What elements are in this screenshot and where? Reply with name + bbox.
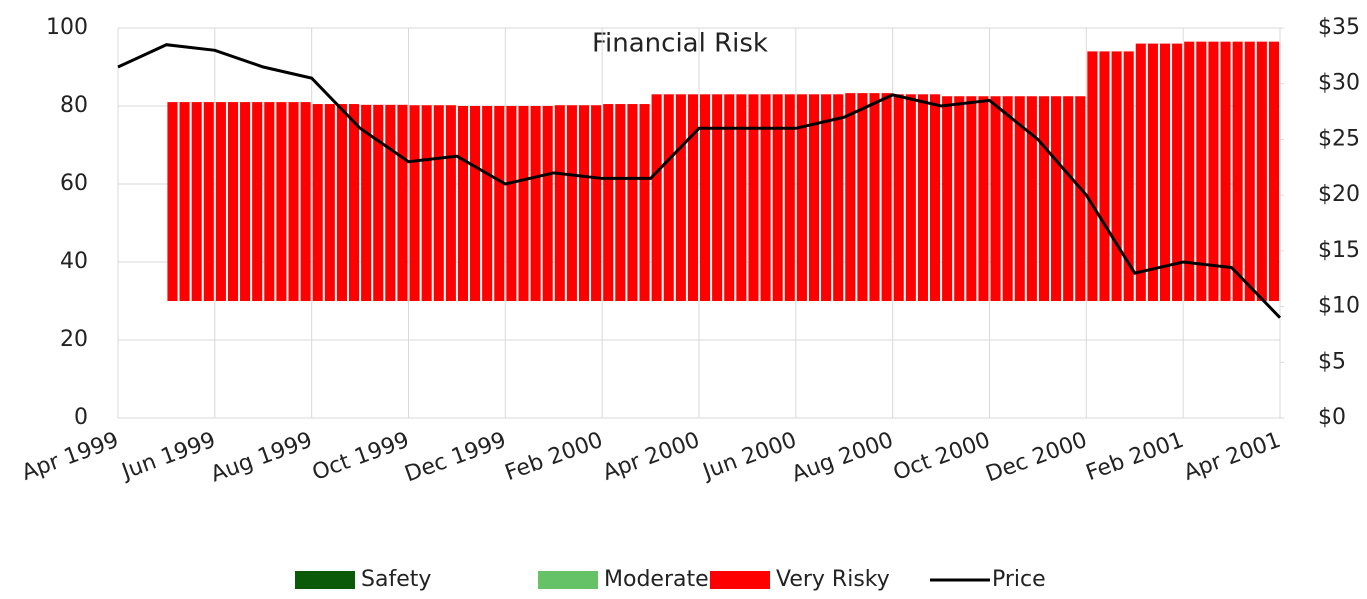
y2-tick-label: $35 bbox=[1318, 15, 1360, 40]
y-tick-label: 20 bbox=[60, 327, 88, 352]
y-tick-label: 100 bbox=[46, 15, 88, 40]
y2-tick-label: $10 bbox=[1318, 294, 1360, 319]
x-tick-label: Dec 2000 bbox=[983, 428, 1091, 488]
y-tick-label: 0 bbox=[74, 405, 88, 430]
y-tick-label: 60 bbox=[60, 171, 88, 196]
x-tick-label: Jun 2000 bbox=[698, 428, 800, 485]
x-tick-label: Aug 1999 bbox=[208, 428, 316, 488]
y2-tick-label: $0 bbox=[1318, 405, 1346, 430]
legend-swatch bbox=[295, 571, 355, 589]
y2-tick-label: $25 bbox=[1318, 126, 1360, 151]
legend-label: Moderate bbox=[604, 567, 709, 592]
legend-label: Very Risky bbox=[776, 567, 890, 592]
y2-tick-label: $30 bbox=[1318, 71, 1360, 96]
x-tick-label: Apr 1999 bbox=[19, 428, 123, 486]
x-tick-label: Aug 2000 bbox=[789, 428, 897, 488]
x-tick-label: Oct 1999 bbox=[309, 428, 412, 486]
legend-swatch bbox=[538, 571, 598, 589]
legend-label: Price bbox=[992, 567, 1046, 592]
y2-tick-label: $20 bbox=[1318, 182, 1360, 207]
x-tick-label: Jun 1999 bbox=[117, 428, 219, 485]
y-tick-label: 80 bbox=[60, 93, 88, 118]
x-tick-label: Oct 2000 bbox=[890, 428, 993, 486]
x-tick-label: Feb 2001 bbox=[1083, 428, 1187, 486]
price-line bbox=[117, 43, 1282, 319]
legend-swatch bbox=[710, 571, 770, 589]
x-tick-label: Apr 2001 bbox=[1181, 428, 1285, 486]
x-tick-label: Dec 1999 bbox=[402, 428, 510, 488]
x-tick-label: Feb 2000 bbox=[502, 428, 606, 486]
legend-label: Safety bbox=[361, 567, 431, 592]
x-tick-label: Apr 2000 bbox=[600, 428, 704, 486]
chart-title: Financial Risk bbox=[592, 29, 768, 59]
y-tick-label: 40 bbox=[60, 249, 88, 274]
y2-tick-label: $15 bbox=[1318, 238, 1360, 263]
y2-tick-label: $5 bbox=[1318, 349, 1346, 374]
